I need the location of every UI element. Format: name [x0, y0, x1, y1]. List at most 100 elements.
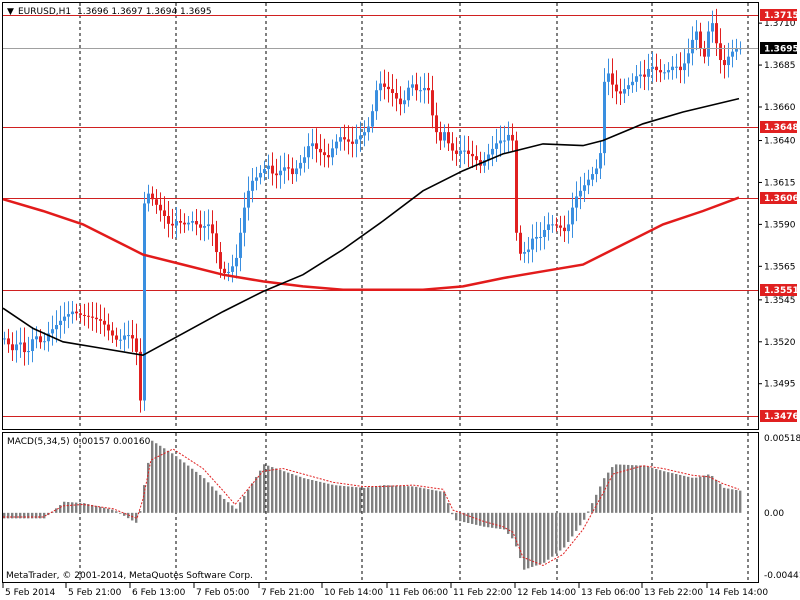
time-tick-label: 5 Feb 21:00	[68, 588, 122, 598]
candle-body	[15, 344, 18, 351]
candle-body	[7, 338, 10, 345]
macd-bar	[55, 508, 58, 513]
level-price-tag	[760, 9, 797, 21]
macd-bar	[263, 464, 266, 513]
macd-bar	[455, 512, 458, 521]
candle-body	[587, 179, 590, 186]
macd-bar	[511, 512, 514, 539]
candle-body	[523, 252, 526, 254]
candle-body	[395, 93, 398, 99]
candle-body	[223, 268, 226, 274]
candle-body	[347, 139, 350, 142]
candle-body	[571, 207, 574, 225]
time-tick-label: 11 Feb 22:00	[453, 588, 512, 598]
macd-bar	[303, 478, 306, 513]
candle-body	[243, 207, 246, 233]
macd-bar	[559, 512, 562, 551]
time-tick-label: 12 Feb 14:00	[517, 588, 576, 598]
macd-bar	[319, 481, 322, 513]
macd-bar	[479, 512, 482, 526]
candle-body	[291, 168, 294, 175]
candle-body	[215, 233, 218, 253]
price-tick-label: 1.3495	[764, 380, 796, 390]
macd-bar	[707, 474, 710, 513]
candle-body	[287, 167, 290, 169]
candle-body	[591, 174, 594, 180]
candle-body	[143, 203, 146, 401]
candle-body	[111, 330, 114, 336]
macd-bar	[635, 465, 638, 513]
candle-body	[543, 229, 546, 237]
candle-body	[527, 249, 530, 253]
macd-bar	[411, 486, 414, 513]
macd-bar	[563, 512, 566, 548]
macd-bar	[79, 502, 82, 513]
macd-bar	[507, 512, 510, 534]
macd-bar	[211, 486, 214, 513]
candle-body	[207, 224, 210, 227]
candle-body	[419, 90, 422, 92]
macd-bar	[415, 486, 418, 513]
candle-body	[455, 150, 458, 154]
candle-body	[219, 252, 222, 269]
candle-body	[171, 223, 174, 226]
time-tick-label: 5 Feb 2014	[5, 588, 56, 598]
candle-body	[355, 139, 358, 144]
macd-bar	[539, 512, 542, 565]
candle-body	[199, 224, 202, 228]
macd-bar	[191, 468, 194, 513]
candle-body	[423, 87, 426, 91]
candle-body	[159, 204, 162, 211]
candle-body	[167, 216, 170, 224]
candle-body	[339, 137, 342, 142]
candle-body	[491, 148, 494, 155]
macd-bar	[207, 482, 210, 513]
macd-bar	[15, 512, 18, 519]
macd-bar	[367, 487, 370, 513]
macd-bar	[247, 489, 250, 513]
macd-bar	[19, 512, 22, 519]
candle-body	[279, 170, 282, 176]
macd-label: MACD(5,34,5)	[7, 437, 70, 447]
macd-bar	[487, 512, 490, 528]
candle-body	[719, 43, 722, 61]
candle-body	[343, 137, 346, 140]
macd-bar	[239, 502, 242, 513]
macd-bar	[587, 511, 590, 513]
candle-body	[123, 335, 126, 340]
macd-bar	[623, 464, 626, 513]
macd-bar	[519, 512, 522, 559]
candle-body	[623, 89, 626, 94]
macd-bar	[195, 471, 198, 513]
macd-bar	[447, 503, 450, 513]
symbol-dropdown-icon[interactable]: ▼	[7, 7, 14, 17]
main-panel[interactable]	[2, 2, 759, 430]
macd-bar	[171, 453, 174, 513]
macd-bar	[155, 443, 158, 513]
macd-bar	[103, 507, 106, 513]
macd-bar	[459, 512, 462, 522]
macd-bar	[611, 467, 614, 513]
price-tick-label: 1.3545	[764, 296, 796, 306]
macd-bar	[547, 512, 550, 560]
macd-bar	[379, 485, 382, 513]
macd-bar	[315, 480, 318, 513]
candle-body	[735, 48, 738, 52]
candle-body	[3, 338, 6, 340]
candle-body	[379, 83, 382, 91]
macd-bar	[675, 474, 678, 513]
candle-body	[727, 56, 730, 66]
macd-bar	[535, 512, 538, 566]
candle-body	[67, 314, 70, 317]
macd-bar	[291, 474, 294, 513]
macd-tick-label: 0.00	[764, 509, 784, 519]
macd-bar	[159, 445, 162, 513]
candle-body	[371, 111, 374, 127]
candle-body	[483, 160, 486, 166]
price-tick-label: 1.3710	[764, 19, 796, 29]
macd-bar	[259, 470, 262, 513]
candle-body	[679, 66, 682, 71]
price-axis: 1.3710 1.3685 1.3660 1.3640 1.3615 1.3590 1.35…	[758, 9, 799, 422]
time-tick-label: 13 Feb 22:00	[644, 588, 703, 598]
